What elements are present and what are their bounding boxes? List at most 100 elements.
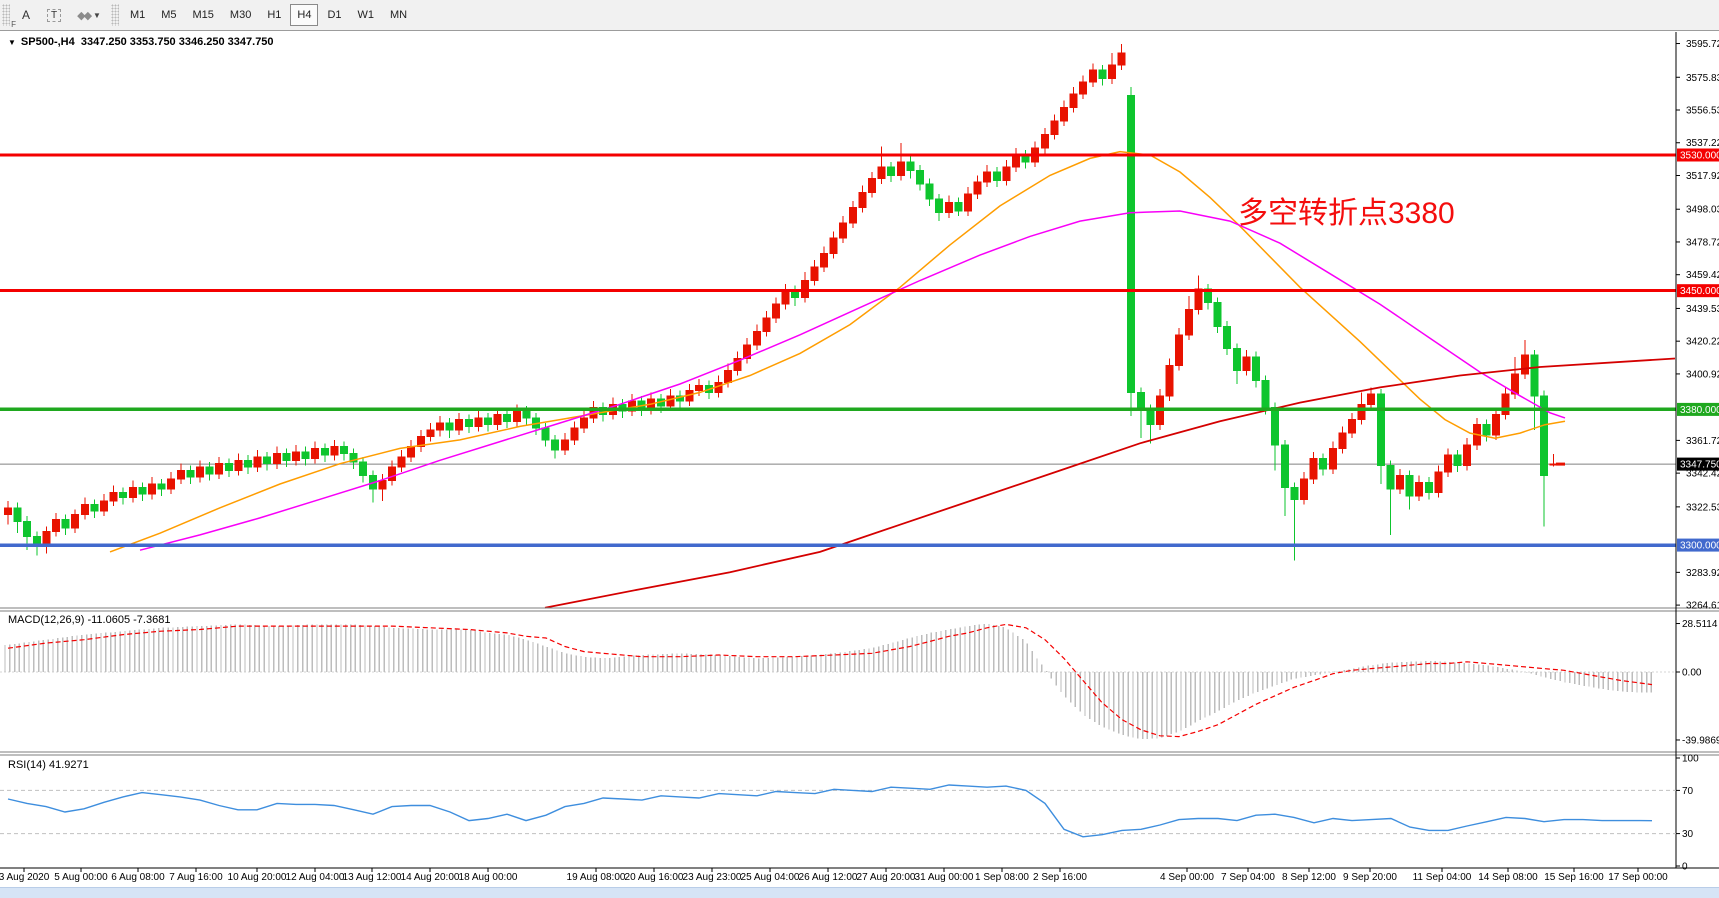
toolbar-grip-icon[interactable]: F — [2, 4, 16, 29]
toolbar-grip-icon-2[interactable] — [110, 4, 119, 26]
font-a-icon[interactable]: A — [21, 8, 30, 22]
price-tick-label: 3537.225 — [1686, 138, 1719, 149]
candle — [282, 448, 291, 468]
time-tick-label: 7 Sep 04:00 — [1221, 872, 1275, 883]
candle — [896, 143, 905, 181]
candle — [138, 482, 147, 501]
ma-slow-line[interactable] — [544, 357, 1676, 609]
candle — [244, 455, 252, 474]
price-axis[interactable]: 3595.725 3575.835 3556.530 3537.225 3517.920… — [1676, 39, 1719, 612]
candle — [820, 246, 828, 273]
candle — [964, 187, 972, 217]
time-tick-label: 6 Aug 08:00 — [111, 872, 165, 883]
candle — [848, 200, 857, 228]
candle — [167, 472, 176, 495]
macd-scale-label: 28.5114 — [1682, 619, 1718, 630]
price-tick-label: 3400.920 — [1686, 369, 1719, 380]
svg-text:3380.000: 3380.000 — [1680, 405, 1719, 416]
time-tick-label: 23 Aug 23:00 — [683, 872, 742, 883]
time-tick-label: 27 Aug 20:00 — [857, 872, 916, 883]
timeframe-button-mn[interactable]: MN — [390, 9, 408, 21]
timeframe-button-m15[interactable]: M15 — [192, 9, 214, 21]
text-label-icon[interactable]: T — [40, 4, 68, 26]
svg-text:3530.000: 3530.000 — [1680, 151, 1719, 162]
rsi-scale-label: 30 — [1682, 829, 1694, 840]
candle — [1252, 351, 1260, 388]
rsi-panel: 100 70 30 0 — [0, 754, 1699, 873]
candle — [762, 311, 771, 337]
candle — [1280, 439, 1289, 517]
candle — [474, 411, 483, 432]
candle — [253, 450, 262, 473]
candle — [1338, 426, 1347, 454]
timeframe-button-w1[interactable]: W1 — [357, 9, 375, 21]
price-tick-label: 3420.225 — [1686, 337, 1719, 348]
chevron-down-icon: ▼ — [93, 10, 101, 20]
price-tick-label: 3517.920 — [1686, 171, 1719, 182]
candle — [1223, 321, 1232, 356]
candle — [1300, 472, 1308, 505]
candle — [954, 197, 963, 217]
candle — [1079, 75, 1088, 100]
candle — [4, 500, 12, 525]
timeframe-button-h1[interactable]: H1 — [267, 9, 282, 21]
timeframe-button-m1[interactable]: M1 — [129, 9, 146, 21]
candle — [839, 216, 848, 244]
candle — [887, 161, 896, 183]
candle — [1060, 100, 1068, 127]
candle — [1405, 470, 1414, 510]
time-tick-label: 11 Sep 04:00 — [1413, 872, 1472, 883]
candle — [1242, 350, 1251, 376]
time-tick-label: 19 Aug 08:00 — [567, 872, 626, 883]
candle — [1088, 63, 1097, 88]
macd-panel: 28.5114 0.00 -39.9869 — [0, 619, 1719, 746]
candle — [1434, 465, 1443, 498]
candle — [215, 456, 224, 479]
candle — [1328, 441, 1337, 474]
ma-mid-line[interactable] — [139, 210, 1566, 551]
price-tick-label: 3498.030 — [1686, 205, 1719, 216]
candle — [1530, 350, 1539, 430]
price-tag-3347.750: 3347.750 — [1677, 457, 1719, 471]
rsi-scale-label: 0 — [1682, 862, 1688, 873]
candle — [484, 412, 492, 432]
candle — [1108, 53, 1116, 84]
ma-fast-line[interactable] — [109, 150, 1566, 553]
candle — [1050, 114, 1059, 140]
last-close-marker — [1556, 462, 1565, 466]
timeframe-button-m30[interactable]: M30 — [229, 9, 252, 21]
timeframe-button-m5[interactable]: M5 — [161, 9, 177, 21]
timeframe-button-d1[interactable]: D1 — [327, 9, 342, 21]
candle — [983, 165, 992, 188]
price-panel — [0, 43, 1676, 609]
timeframe-button-h4[interactable]: H4 — [290, 4, 319, 26]
candle — [1386, 460, 1395, 535]
candle — [1367, 387, 1376, 410]
price-tick-label: 3478.725 — [1686, 237, 1719, 248]
candle — [52, 512, 60, 537]
time-tick-label: 13 Aug 12:00 — [343, 872, 402, 883]
rsi-line — [7, 784, 1653, 838]
candle — [464, 414, 473, 434]
candle — [436, 416, 444, 437]
chart-frame — [0, 32, 1719, 869]
candle — [1453, 450, 1462, 473]
price-tick-label: 3575.835 — [1686, 73, 1719, 84]
rsi-scale-label: 70 — [1682, 786, 1694, 797]
candle — [234, 453, 243, 476]
time-tick-label: 31 Aug 00:00 — [915, 872, 974, 883]
candle — [119, 487, 128, 505]
time-axis[interactable]: 3 Aug 2020 5 Aug 00:00 6 Aug 08:00 7 Aug 16… — [0, 868, 1668, 883]
macd-scale-label: 0.00 — [1682, 668, 1702, 679]
candle — [1396, 468, 1404, 495]
candle — [877, 146, 886, 184]
time-tick-label: 3 Aug 2020 — [0, 872, 50, 883]
candle — [1424, 477, 1433, 500]
svg-text:3300.000: 3300.000 — [1680, 541, 1719, 552]
price-tick-label: 3459.420 — [1686, 270, 1719, 281]
price-tick-label: 3264.615 — [1686, 601, 1719, 612]
candle — [1376, 389, 1385, 485]
cursor-style-icon[interactable]: ◆◆ ▼ — [77, 9, 101, 22]
candle — [426, 422, 435, 442]
